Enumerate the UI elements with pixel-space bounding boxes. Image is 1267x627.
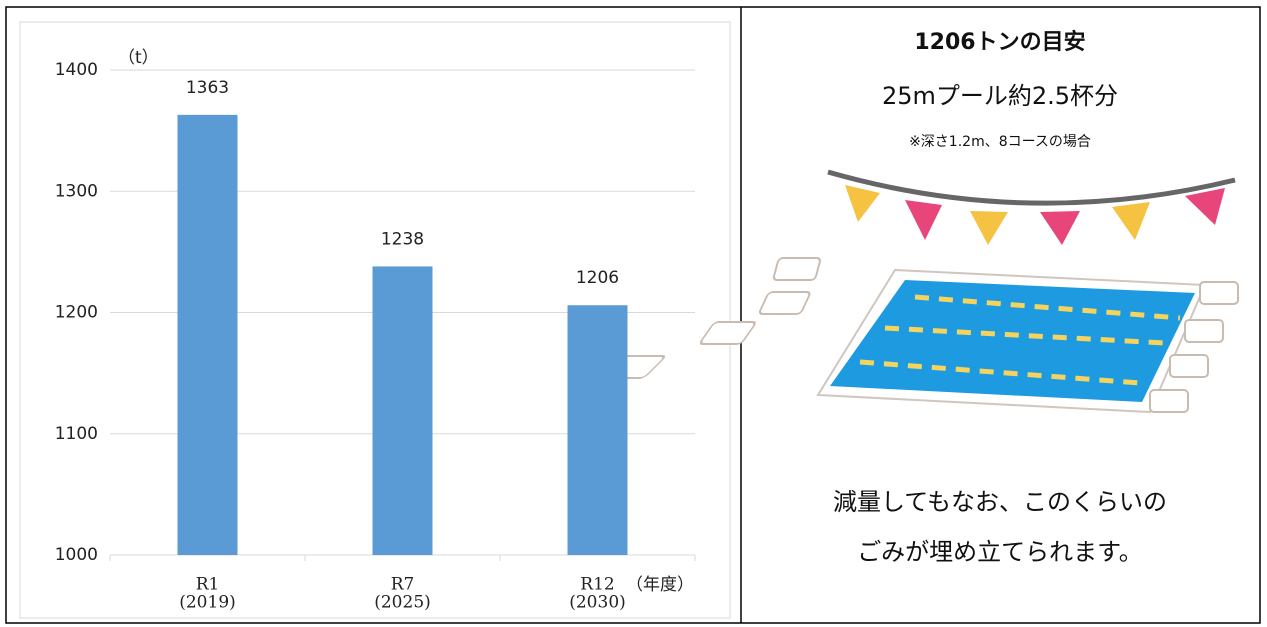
panel-note: ※深さ1.2m、8コースの場合 xyxy=(909,134,1091,150)
pool-illustration xyxy=(602,169,1239,414)
value-label: 1206 xyxy=(576,268,619,288)
x-tick-sublabel: (2019) xyxy=(179,593,236,613)
x-tick-label: R7 xyxy=(391,575,415,595)
bar xyxy=(177,114,238,556)
value-label: 1238 xyxy=(381,229,424,249)
y-tick-label: 1000 xyxy=(55,545,98,565)
x-tick-sublabel: (2025) xyxy=(374,593,431,613)
value-label: 1363 xyxy=(186,78,229,98)
panel-title: 1206トンの目安 xyxy=(914,29,1085,55)
chart-area xyxy=(19,21,731,619)
panel-message: 減量してもなお、このくらいの xyxy=(833,488,1167,516)
y-tick-label: 1200 xyxy=(55,303,98,323)
bar xyxy=(372,266,433,555)
y-tick-label: 1100 xyxy=(55,424,98,444)
x-tick-sublabel: (2030) xyxy=(569,593,626,613)
frame xyxy=(5,6,1261,624)
y-tick-label: 1400 xyxy=(55,60,98,80)
panel-subtitle: 25mプール約2.5杯分 xyxy=(882,82,1118,110)
x-tick-label: R12 xyxy=(580,575,614,595)
y-tick-label: 1300 xyxy=(55,181,98,201)
y-unit: （t） xyxy=(118,48,159,68)
x-unit: （年度） xyxy=(626,575,694,595)
x-tick-label: R1 xyxy=(196,575,220,595)
panel-message: ごみが埋め立てられます。 xyxy=(857,538,1143,566)
bar xyxy=(567,305,628,555)
